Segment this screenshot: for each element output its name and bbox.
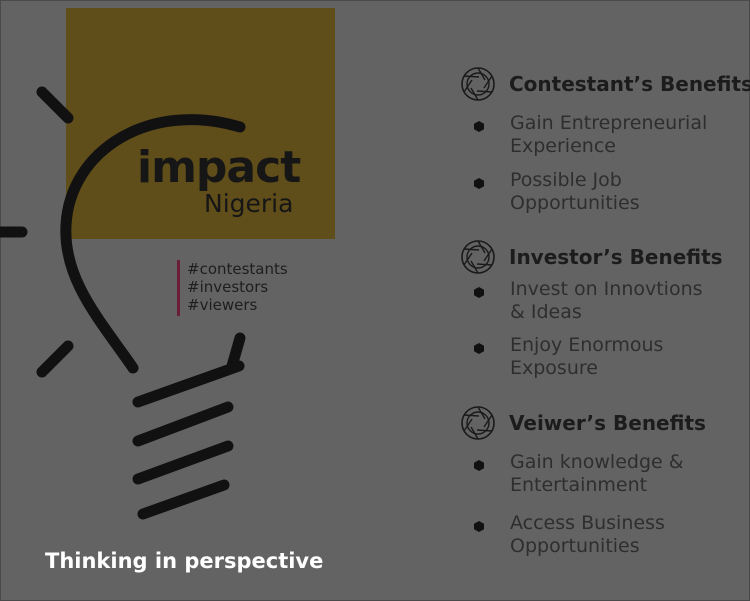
benefit-text: Possible Job Opportunities (510, 169, 640, 214)
benefit-text: Gain knowledge & Entertainment (510, 451, 684, 496)
benefit-item: Invest on Innovtions & Ideas (474, 278, 724, 324)
section-header-contestants: Contestant’s Benefits (460, 66, 750, 102)
hexagon-bullet-icon (474, 178, 484, 189)
section-title: Contestant’s Benefits (509, 72, 750, 96)
lightbulb-icon (0, 86, 246, 520)
hashtag: #investors (187, 278, 269, 296)
section-title: Veiwer’s Benefits (509, 411, 706, 435)
hexagon-bullet-icon (474, 460, 484, 471)
hashtag: #viewers (187, 296, 258, 314)
benefit-item: Possible Job Opportunities (474, 169, 724, 215)
benefit-text: Invest on Innovtions & Ideas (510, 278, 703, 323)
aperture-icon (461, 406, 495, 440)
tags-accent-bar (177, 260, 180, 316)
aperture-icon (461, 240, 495, 274)
brand-logo-main: impact (137, 142, 301, 193)
benefit-item: Enjoy Enormous Exposure (474, 334, 724, 380)
hexagon-bullet-icon (474, 521, 484, 532)
section-header-investors: Investor’s Benefits (460, 239, 723, 275)
hexagon-bullet-icon (474, 287, 484, 298)
hexagon-bullet-icon (474, 121, 484, 132)
benefit-text: Enjoy Enormous Exposure (510, 334, 664, 379)
tagline: Thinking in perspective (45, 549, 324, 573)
benefit-text: Gain Entrepreneurial Experience (510, 112, 708, 157)
benefit-item: Gain knowledge & Entertainment (474, 451, 724, 497)
benefit-text: Access Business Opportunities (510, 512, 665, 557)
section-title: Investor’s Benefits (509, 245, 723, 269)
hashtag-list: #contestants #investors #viewers (187, 260, 288, 314)
hashtag: #contestants (187, 260, 288, 278)
section-header-viewers: Veiwer’s Benefits (460, 405, 706, 441)
benefit-item: Gain Entrepreneurial Experience (474, 112, 724, 158)
aperture-icon (461, 67, 495, 101)
brand-logo-sub: Nigeria (204, 189, 294, 218)
benefit-item: Access Business Opportunities (474, 512, 724, 558)
hexagon-bullet-icon (474, 343, 484, 354)
